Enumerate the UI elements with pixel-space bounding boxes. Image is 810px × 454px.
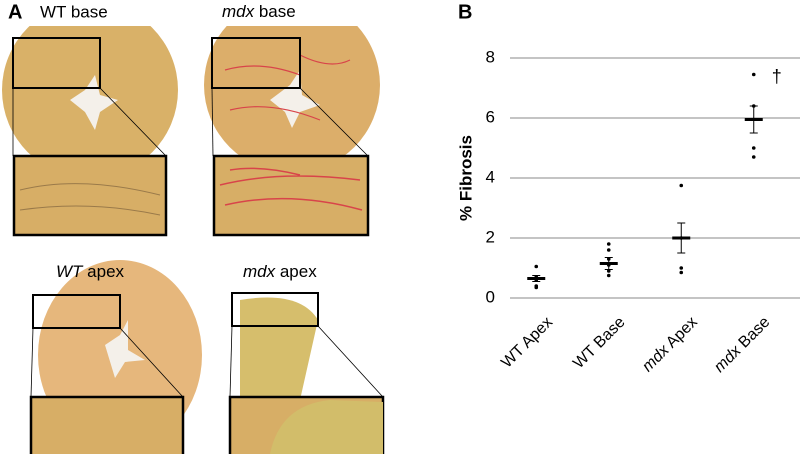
data-point [534,285,539,290]
selection-box [231,292,319,327]
y-tick-label: 4 [486,167,495,186]
data-point [606,242,611,246]
data-point [751,146,756,150]
y-tick-label: 6 [486,107,495,126]
y-tick-label: 8 [486,47,495,66]
x-tick-label: mdx Apex [639,314,701,376]
x-tick-label: WT Apex [498,314,556,372]
image-label: mdx base [222,2,296,21]
chart: B % Fibrosis 0 2 4 6 8 WT Apex WT Base mdx Apex… [456,1,800,376]
x-tick-label: WT Base [570,314,628,372]
selection-box [12,37,101,89]
y-axis-label: % Fibrosis [456,135,475,221]
image-label: WT base [40,2,108,21]
y-tick-label: 2 [486,227,495,246]
data-point [679,183,684,188]
data-point [751,155,756,159]
panel-label: B [458,1,472,23]
y-tick-label: 0 [486,287,495,306]
heart-section [2,26,380,166]
data-point [606,273,611,278]
x-tick-label: mdx Base [711,314,773,376]
histology-panel: A WT base mdx base WT apex mdx apex [2,1,385,454]
zoom-inset [29,395,185,454]
selection-box [32,294,121,329]
zoom-inset [212,154,370,237]
data-point [751,72,756,77]
image-label: WT apex [56,262,125,281]
panel-label: A [8,1,22,23]
annotation: † [772,66,782,86]
data-point [534,264,539,269]
selection-box [211,37,301,89]
zoom-inset [12,154,168,237]
image-label: mdx apex [243,262,317,281]
data-point [606,248,611,252]
data-point [679,270,684,275]
data-point [679,266,684,270]
data-point [606,269,611,273]
